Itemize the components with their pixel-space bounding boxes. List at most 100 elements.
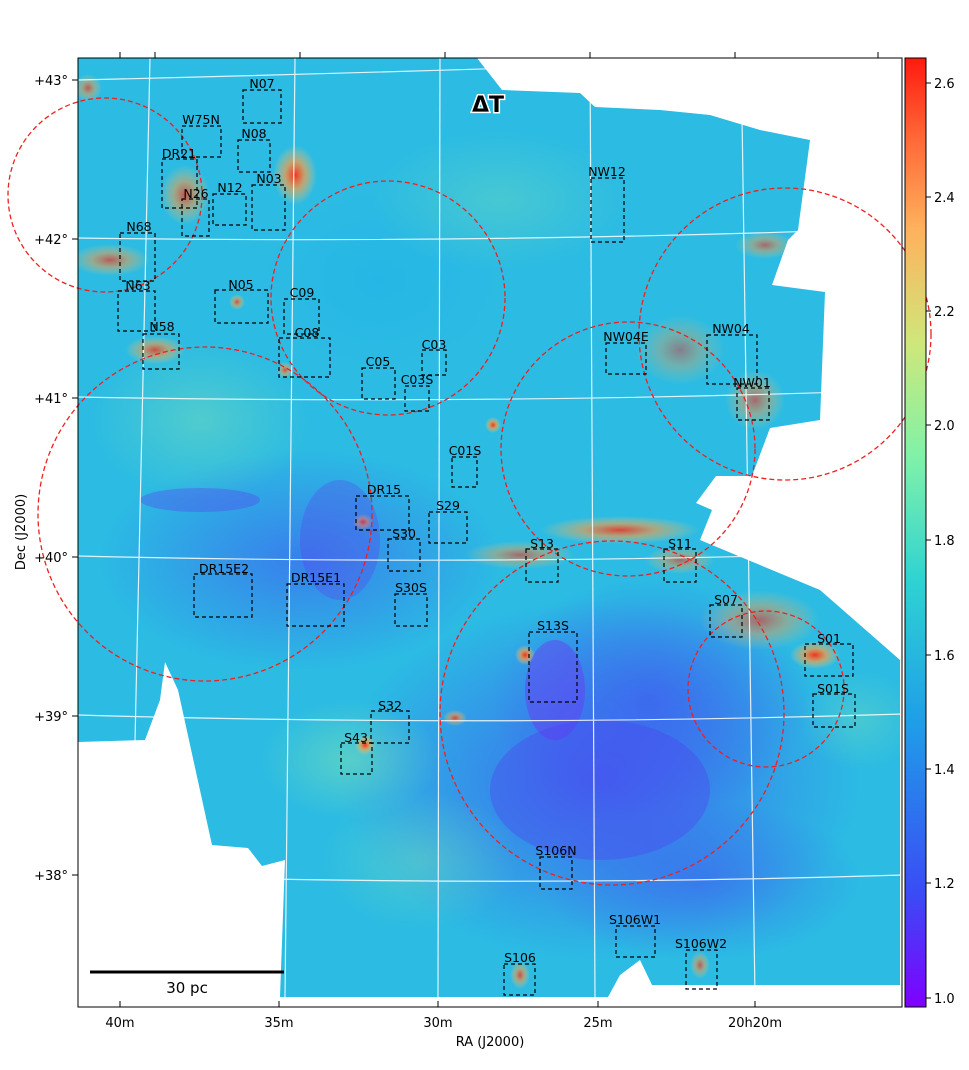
y-tick-label: +38° (34, 869, 68, 884)
x-axis-label: RA (J2000) (456, 1035, 525, 1050)
region-label: W75N (182, 112, 220, 127)
region-box-n26[interactable] (181, 198, 210, 237)
region-label: S07 (714, 592, 738, 607)
region-label: C09 (290, 285, 315, 300)
region-label: S30 (392, 526, 416, 541)
region-label: N63 (125, 278, 150, 293)
colorbar-tick-label: 1.8 (934, 534, 955, 549)
circle-region (439, 540, 785, 886)
axes-frame (77, 57, 903, 1008)
x-tick-label: 35m (264, 1016, 293, 1031)
region-box-dr15e2[interactable] (193, 573, 253, 618)
region-box-n68[interactable] (119, 232, 156, 282)
region-box-n03[interactable] (251, 184, 286, 231)
region-box-s01s[interactable] (812, 693, 856, 728)
region-label: DR21 (162, 146, 196, 161)
region-box-nw04[interactable] (706, 334, 758, 385)
region-box-dr15[interactable] (355, 495, 410, 531)
region-label: C05 (366, 354, 391, 369)
region-box-s07[interactable] (709, 604, 743, 638)
region-box-s30s[interactable] (394, 593, 428, 627)
circle-region (270, 180, 506, 416)
region-label: S106W1 (609, 912, 661, 927)
region-box-s43[interactable] (340, 742, 373, 775)
y-tick-label: +40° (34, 551, 68, 566)
axis-ticks (72, 52, 879, 1007)
region-box-dr15e1[interactable] (286, 583, 345, 627)
region-label: N05 (228, 277, 253, 292)
region-box-c05[interactable] (361, 367, 396, 400)
scale-bar-label: 30 pc (166, 979, 208, 997)
region-label: N26 (183, 186, 208, 201)
region-box-c03[interactable] (421, 349, 447, 376)
x-tick-labels: 40m 35m 30m 25m 20h20m (105, 1016, 782, 1031)
region-box-c03s[interactable] (404, 385, 430, 412)
region-label: NW04E (603, 329, 649, 344)
circle-region (37, 346, 373, 682)
y-tick-label: +43° (34, 74, 68, 89)
region-box-n63[interactable] (117, 290, 156, 332)
y-tick-label: +41° (34, 392, 68, 407)
region-box-nw04e[interactable] (605, 342, 647, 375)
region-box-s106n[interactable] (539, 856, 573, 890)
region-label: C03 (422, 337, 447, 352)
y-axis-label: Dec (J2000) (14, 494, 29, 570)
region-label: S32 (378, 698, 402, 713)
y-tick-label: +39° (34, 710, 68, 725)
colorbar-ticks (926, 82, 931, 999)
region-box-s106w2[interactable] (685, 949, 718, 990)
region-label: DR15E2 (199, 561, 249, 576)
x-tick-label: 40m (105, 1016, 134, 1031)
region-label: S13 (530, 536, 554, 551)
region-label: S29 (436, 498, 460, 513)
region-label: N08 (241, 126, 266, 141)
region-label: N68 (126, 219, 151, 234)
region-box-s106[interactable] (503, 963, 536, 996)
region-box-s13[interactable] (525, 548, 559, 583)
circle-region (687, 610, 845, 768)
region-label: NW12 (588, 164, 626, 179)
region-label: S106N (535, 843, 576, 858)
colorbar-tick-label: 1.2 (934, 877, 955, 892)
region-label: S13S (537, 618, 569, 633)
region-label: S43 (344, 730, 368, 745)
region-label: C03S (401, 372, 434, 387)
region-box-c09[interactable] (283, 298, 320, 335)
circle-region (7, 97, 203, 293)
region-label: N12 (217, 180, 242, 195)
region-box-dr21[interactable] (161, 158, 198, 209)
region-box-s11[interactable] (663, 548, 697, 583)
region-box-s29[interactable] (428, 511, 468, 544)
region-label: C01S (449, 443, 482, 458)
region-label: NW04 (712, 321, 750, 336)
y-tick-labels: +43° +42° +41° +40° +39° +38° (34, 74, 68, 884)
region-box-s01[interactable] (804, 643, 854, 677)
region-box-s30[interactable] (387, 538, 421, 572)
region-label: S106W2 (675, 936, 727, 951)
x-tick-label: 20h20m (728, 1016, 782, 1031)
region-label: C08 (295, 325, 320, 340)
colorbar-tick-label: 1.4 (934, 763, 955, 778)
region-box-n08[interactable] (237, 139, 271, 173)
region-box-n58[interactable] (142, 333, 180, 370)
region-box-s13s[interactable] (528, 631, 578, 703)
region-box-nw01[interactable] (736, 387, 770, 421)
colorbar (904, 57, 927, 1008)
region-label: N07 (249, 76, 274, 91)
region-box-c01s[interactable] (451, 456, 478, 488)
region-labels: N07 W75N N08 DR21 N03 N26 N12 N68 N05 C0… (125, 76, 849, 965)
region-boxes (117, 89, 856, 996)
circle-region (500, 321, 756, 577)
region-label: S11 (668, 536, 692, 551)
region-label: S106 (504, 950, 536, 965)
region-box-c08[interactable] (278, 337, 331, 378)
region-box-nw12[interactable] (590, 177, 625, 243)
colorbar-tick-label: 1.6 (934, 649, 955, 664)
region-box-n05[interactable] (214, 289, 269, 324)
region-box-n12[interactable] (212, 193, 247, 226)
outflow-circles (7, 97, 932, 886)
colorbar-tick-label: 2.2 (934, 305, 955, 320)
region-label: DR15E1 (291, 570, 341, 585)
region-label: NW01 (733, 375, 771, 390)
